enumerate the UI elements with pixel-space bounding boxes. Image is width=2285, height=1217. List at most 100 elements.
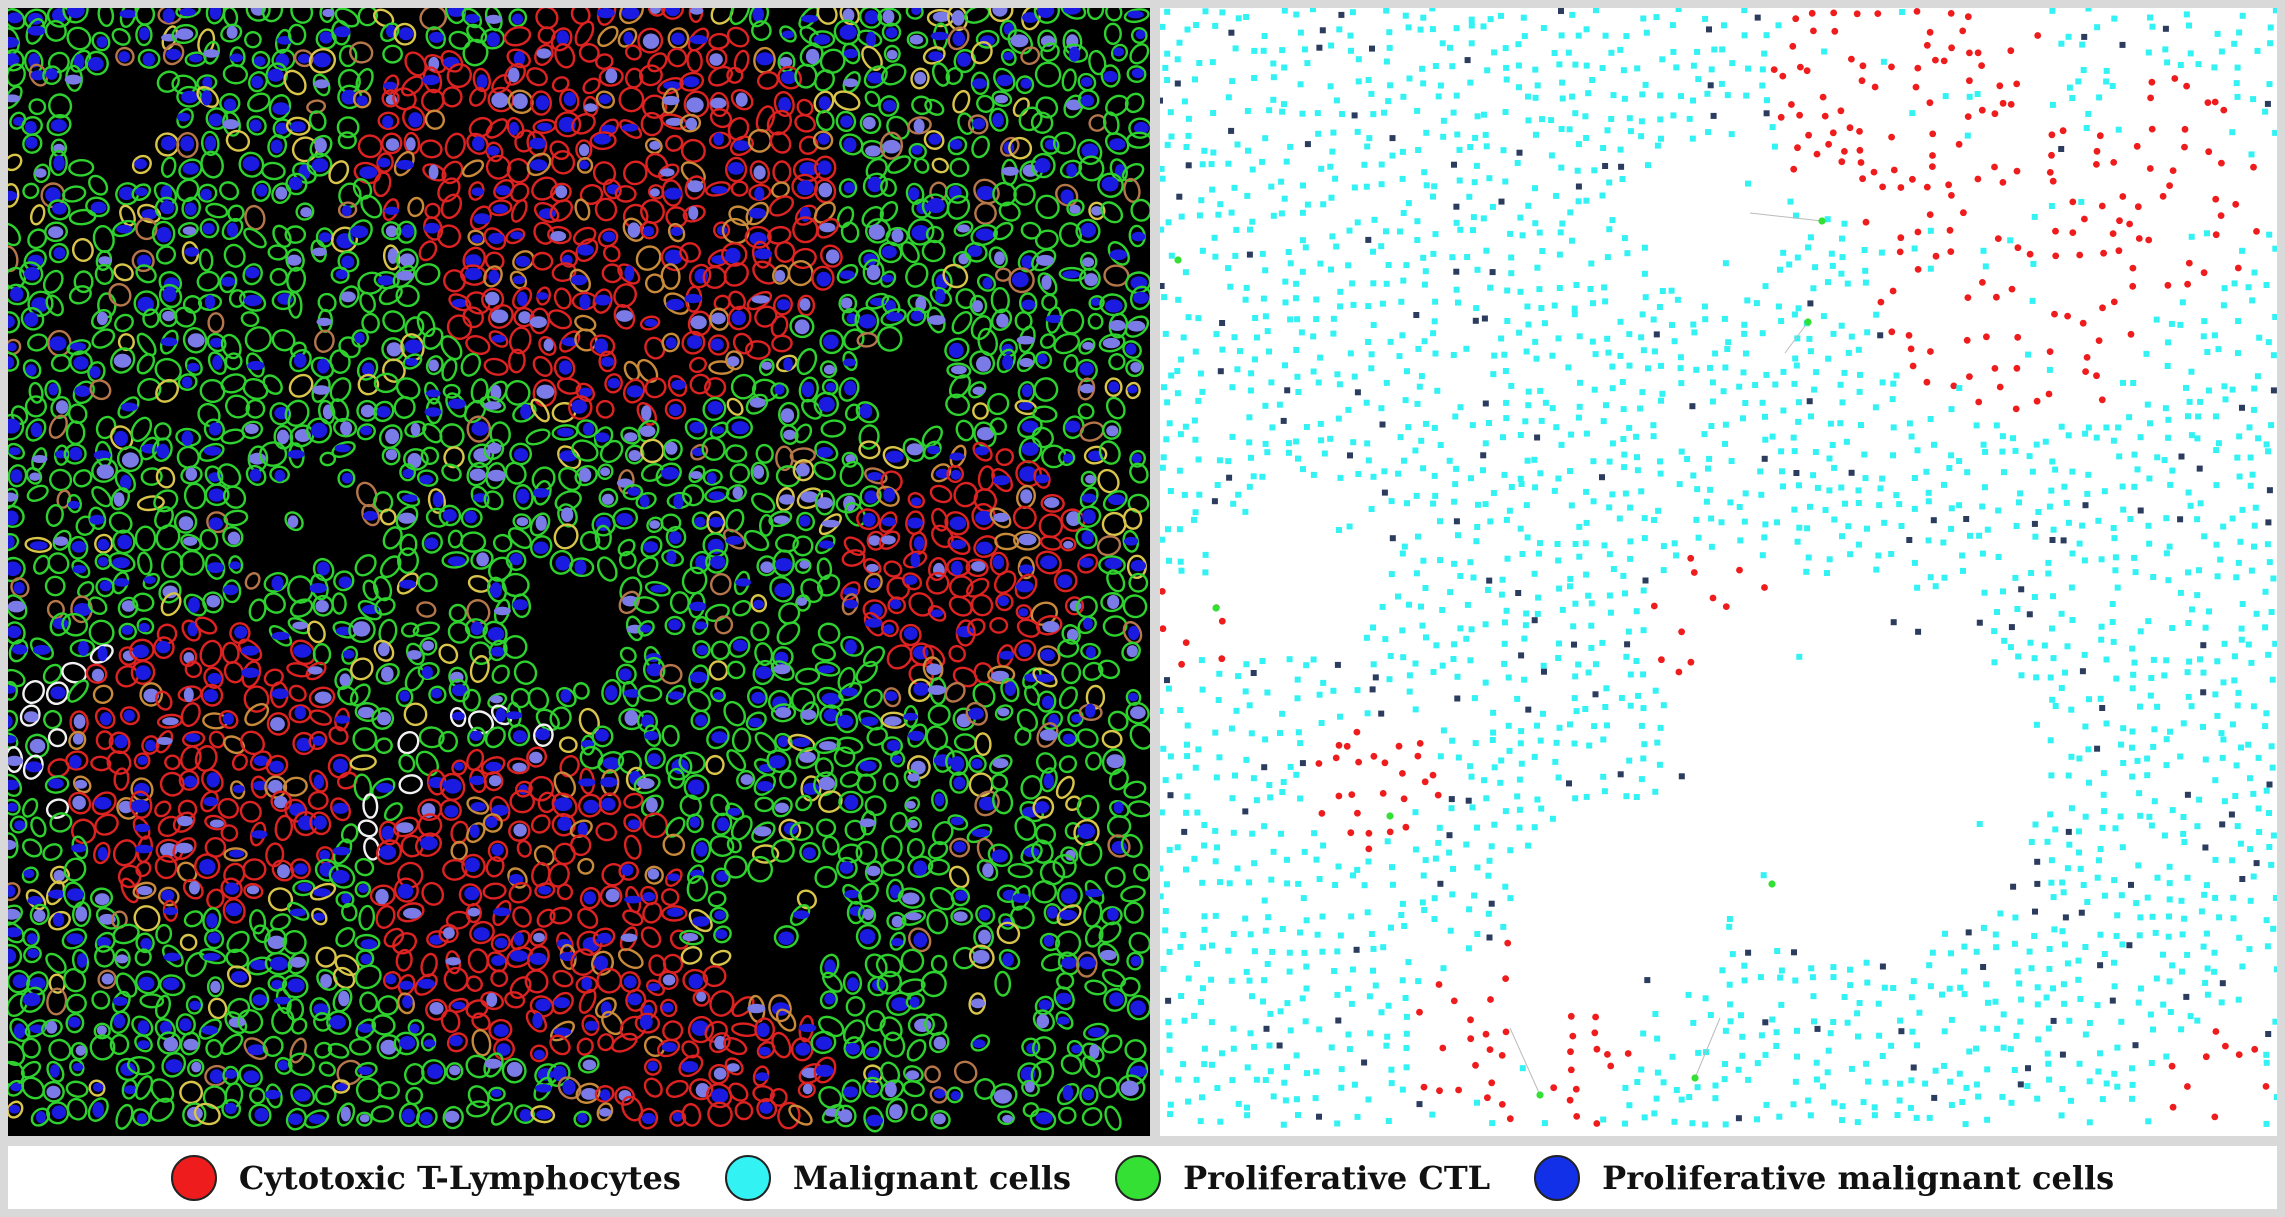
malignant-point (2235, 559, 2242, 566)
cell-outline (726, 26, 750, 48)
malignant-point (1264, 689, 1271, 696)
malignant-point (1888, 1042, 1895, 1049)
cell-outline (745, 711, 767, 731)
cell-outline (9, 815, 28, 834)
malignant-point (1481, 111, 1487, 118)
cell-outline (221, 217, 244, 241)
malignant-point (1585, 90, 1592, 97)
cell-outline (21, 797, 39, 818)
cell-outline (769, 131, 792, 154)
cell-outline (1035, 615, 1063, 636)
cell-outline (883, 687, 902, 708)
ctl-point (1569, 1032, 1577, 1040)
malignant-point (2113, 933, 2120, 939)
ctl-point (2013, 80, 2021, 88)
malignant-point (1467, 144, 1474, 150)
cell-outline (619, 646, 637, 664)
malignant-point (1259, 658, 1266, 664)
cell-outline (930, 954, 948, 974)
ctl-point (1455, 1086, 1462, 1094)
ctl-point (2262, 1083, 2270, 1090)
cell-outline (798, 135, 819, 155)
malignant-point (1627, 538, 1634, 545)
malignant-point (1583, 26, 1590, 33)
cell-outline (42, 1080, 65, 1103)
malignant-point (1423, 182, 1430, 189)
cell-outline (1018, 292, 1038, 315)
malignant-point (2094, 24, 2101, 31)
cell-outline (889, 931, 906, 951)
cell-outline (1078, 840, 1103, 867)
ctl-point (2046, 169, 2054, 176)
malignant-point (1617, 352, 1624, 359)
cell-outline (845, 996, 866, 1017)
malignant-point (2151, 798, 2158, 805)
cell-outline (1125, 688, 1142, 706)
malignant-point (1421, 907, 1428, 913)
malignant-point (1689, 1120, 1696, 1127)
proliferative-malignant-point (1448, 796, 1455, 803)
malignant-point (1304, 201, 1311, 208)
malignant-point (1333, 243, 1340, 250)
malignant-point (1253, 1076, 1260, 1083)
malignant-point (2186, 22, 2192, 29)
malignant-point (1284, 1000, 1291, 1007)
cell-outline (135, 23, 153, 47)
malignant-point (1961, 968, 1968, 975)
malignant-point (1506, 747, 1513, 754)
cell-outline (875, 953, 903, 978)
cell-outline (418, 240, 438, 262)
cell-outline (905, 510, 925, 536)
cell-outline (859, 810, 877, 836)
malignant-point (1637, 405, 1644, 412)
proliferative-malignant-point (1915, 628, 1922, 635)
malignant-point (1490, 371, 1497, 378)
malignant-point (1447, 44, 1453, 51)
ctl-point (1983, 333, 1990, 341)
cell-outline (995, 592, 1014, 612)
cell-outline (403, 702, 428, 727)
malignant-point (2115, 126, 2122, 133)
malignant-point (2065, 432, 2072, 439)
malignant-point (1284, 1064, 1290, 1071)
malignant-point (2029, 468, 2036, 475)
cell-outline (950, 907, 974, 926)
proliferative-malignant-point (1617, 771, 1624, 778)
malignant-point (1508, 484, 1515, 490)
malignant-point (2161, 457, 2168, 464)
cell-outline (637, 620, 655, 637)
malignant-point (1556, 724, 1563, 731)
cell-outline (991, 468, 1014, 493)
malignant-point (1335, 863, 1342, 870)
malignant-point (1303, 985, 1310, 992)
malignant-point (2059, 879, 2066, 886)
cell-outline (602, 244, 621, 263)
malignant-point (1420, 254, 1427, 261)
malignant-point (2251, 385, 2258, 392)
ctl-point (1414, 752, 1422, 760)
malignant-point (1558, 164, 1565, 171)
cell-outline (1058, 448, 1076, 467)
cell-outline (153, 636, 175, 660)
malignant-point (1542, 399, 1549, 406)
malignant-point (1216, 670, 1223, 677)
malignant-point (1502, 109, 1509, 115)
cell-outline (440, 335, 463, 361)
malignant-point (1450, 656, 1457, 662)
cell-outline (113, 263, 134, 282)
cell-outline (580, 734, 596, 756)
malignant-point (1708, 423, 1715, 429)
cell-outline (469, 205, 492, 231)
malignant-point (1386, 29, 1393, 36)
malignant-point (1602, 704, 1609, 710)
malignant-point (2216, 914, 2223, 921)
cell-outline (638, 64, 663, 87)
malignant-point (1384, 838, 1391, 845)
malignant-point (1556, 640, 1562, 647)
cell-outline (68, 208, 97, 226)
cell-outline (398, 774, 423, 795)
malignant-point (1559, 79, 1566, 86)
cell-outline (267, 134, 288, 158)
cell-outline (222, 579, 242, 604)
malignant-point (2268, 422, 2275, 429)
